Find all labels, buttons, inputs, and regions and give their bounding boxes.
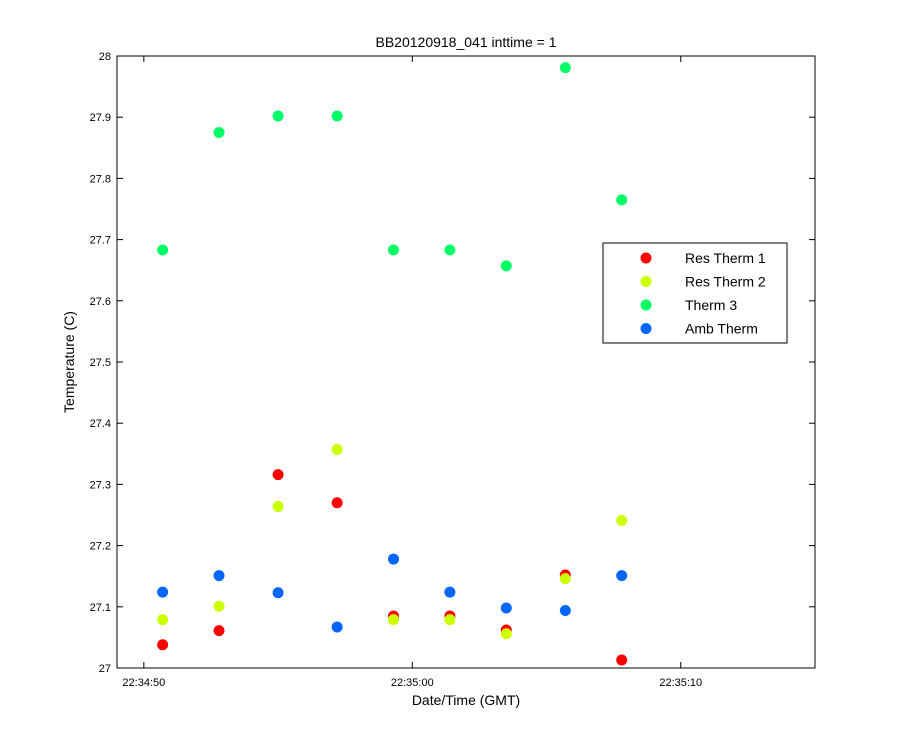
data-point	[500, 628, 512, 640]
data-point	[388, 553, 400, 565]
legend-label: Res Therm 1	[685, 250, 766, 266]
y-tick-label: 27.7	[90, 235, 111, 247]
legend-label: Amb Therm	[685, 321, 758, 337]
y-tick-label: 27.6	[90, 296, 111, 308]
data-point	[157, 614, 169, 626]
y-tick-label: 27.3	[90, 479, 111, 491]
legend-marker	[640, 299, 652, 311]
data-points	[157, 62, 628, 666]
y-tick-label: 27	[99, 663, 111, 675]
plot-area	[116, 55, 816, 669]
data-point	[213, 625, 225, 637]
data-point	[444, 614, 456, 626]
y-tick-label: 27.4	[90, 418, 111, 430]
data-point	[272, 469, 284, 481]
y-axis-ticks: 27 27.1 27.2 27.3 27.4 27.5 27.6 27.7 27.8 27.9 28	[90, 51, 815, 675]
x-tick-label: 22:35:10	[659, 677, 702, 689]
data-point	[388, 244, 400, 256]
x-tick-label: 22:34:50	[122, 677, 165, 689]
legend-marker	[640, 276, 652, 287]
x-axis-ticks: 22:34:50 22:35:00 22:35:10	[122, 56, 702, 689]
data-point	[444, 244, 456, 256]
data-point	[331, 110, 343, 122]
y-tick-label: 27.5	[90, 357, 111, 369]
data-point	[272, 587, 284, 599]
data-point	[616, 570, 628, 582]
data-point	[331, 444, 343, 456]
y-tick-label: 27.9	[90, 112, 111, 124]
x-tick-label: 22:35:00	[391, 677, 434, 689]
data-point	[157, 639, 169, 651]
data-point	[157, 586, 169, 598]
legend-marker	[640, 252, 652, 264]
data-point	[157, 244, 169, 256]
legend-label: Res Therm 2	[685, 274, 766, 290]
data-point	[559, 573, 571, 585]
legend-marker	[640, 323, 652, 334]
data-point	[616, 654, 628, 666]
data-point	[616, 515, 628, 527]
data-point	[616, 194, 628, 206]
data-point	[213, 600, 225, 612]
data-point	[272, 500, 284, 512]
y-tick-label: 27.2	[90, 541, 111, 553]
data-point	[500, 260, 512, 272]
data-point	[272, 110, 284, 122]
legend-box	[602, 242, 788, 344]
data-point	[213, 570, 225, 582]
data-point	[500, 602, 512, 614]
y-tick-label: 27.1	[90, 602, 111, 614]
chart-title: BB20120918_041 inttime = 1	[376, 34, 557, 50]
data-point	[213, 127, 225, 138]
data-point	[388, 614, 400, 626]
legend-label: Therm 3	[685, 297, 737, 313]
data-point	[444, 586, 456, 598]
data-point	[559, 604, 571, 616]
y-tick-label: 28	[99, 51, 111, 63]
y-tick-label: 27.8	[90, 173, 111, 185]
y-axis-title: Temperature (C)	[61, 311, 77, 413]
legend: Res Therm 1 Res Therm 2 Therm 3 Amb Therm	[602, 242, 788, 344]
x-axis-title: Date/Time (GMT)	[412, 692, 520, 708]
data-point	[331, 621, 343, 633]
data-point	[331, 497, 343, 509]
data-point	[559, 62, 571, 74]
